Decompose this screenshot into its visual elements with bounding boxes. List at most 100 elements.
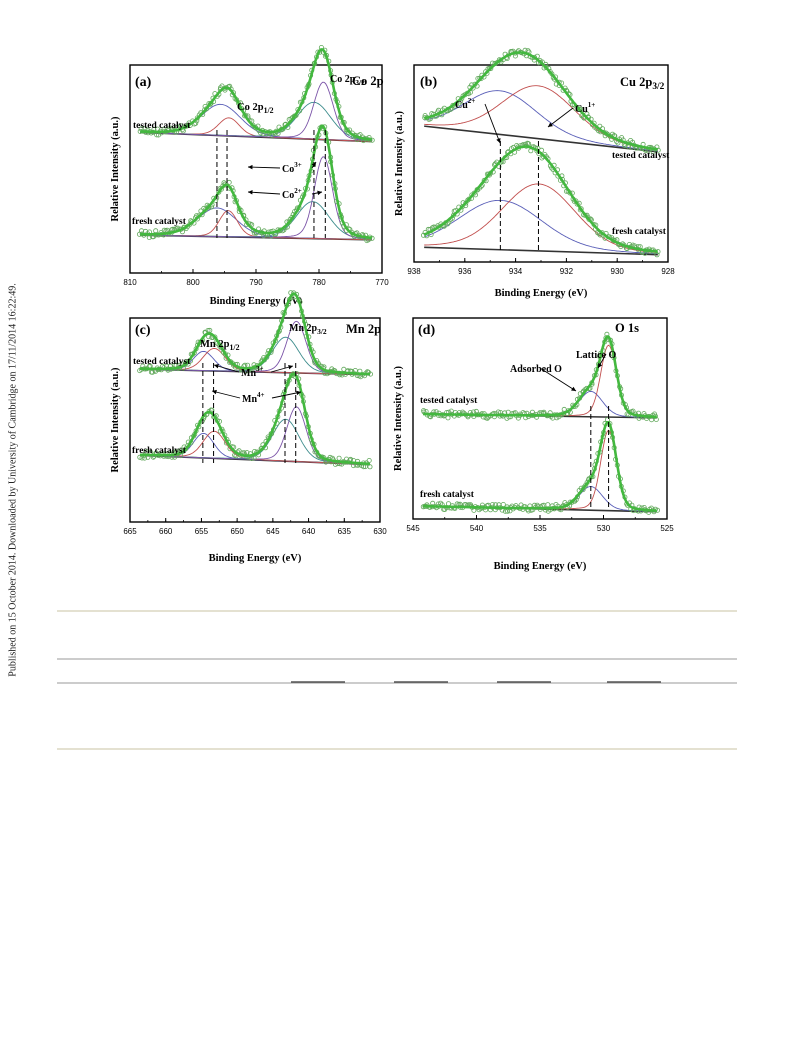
element-title: Mn 2p [346,322,381,336]
species-label: Co3+ [282,161,302,175]
peak-label-right: Mn 2p3/2 [289,323,327,336]
element-title: Cu 2p3/2 [620,75,665,92]
peak-label-left: Mn 2p1/2 [200,339,240,352]
x-tick-label: 810 [123,278,137,287]
data-point [445,501,451,507]
species-label: Mn3+ [241,365,264,379]
x-tick-label: 545 [406,524,420,533]
data-point [336,455,342,461]
panel-letter: (d) [418,323,435,338]
data-point [367,464,373,470]
fit-envelope [140,372,370,466]
component-peak [424,199,658,255]
x-tick-label: 938 [407,267,421,276]
panel-letter: (b) [420,75,437,90]
panel-letter: (c) [135,323,151,338]
x-tick-label: 535 [533,524,547,533]
component-peak [140,156,372,240]
species-label: Lattice O [576,350,616,361]
x-tick-label: 650 [230,527,244,536]
x-tick-label: 645 [266,527,280,536]
fit-envelope [140,124,373,240]
annotation-arrow [547,107,574,128]
x-axis-label: Binding Energy (eV) [495,288,588,299]
fit-envelope [423,145,658,253]
x-tick-label: 640 [302,527,316,536]
arrow-head [248,164,253,170]
arrow-head [311,162,316,167]
peak-label-right: Co 2p3/2 [330,74,365,87]
species-label: Cu1+ [575,101,595,115]
y-axis-label: Relative Intensity (a.u.) [110,116,121,221]
background-line [424,246,658,256]
data-point [466,196,472,202]
data-point [545,502,551,508]
data-point [561,406,567,412]
species-label: Co2+ [282,187,302,201]
series-label: fresh catalyst [420,490,475,500]
arrow-head [548,122,553,127]
arrow-head [317,190,322,196]
fit-envelope [423,335,657,419]
y-axis-label: Relative Intensity (a.u.) [394,111,405,216]
arrow-head [296,390,301,396]
data-point [512,53,518,59]
x-tick-label: 936 [458,267,472,276]
data-point [366,457,372,463]
series-label: fresh catalyst [132,446,187,456]
arrow-head [212,389,217,395]
arrow-head [288,365,293,370]
panel-2: 938 936 934 932 930 928 Binding Energy (eV) Rel… [394,47,675,299]
fit-envelope [140,292,371,376]
panel-frame [412,317,668,520]
data-point [500,501,506,507]
element-title: Co 2p [352,74,384,88]
data-point [226,179,232,185]
species-label: Mn4+ [242,391,265,405]
panel-1: 810 800 790 780 770 Binding Energy (eV) Relati… [110,45,389,307]
species-label: Adsorbed O [510,364,562,375]
x-tick-label: 540 [470,524,484,533]
y-axis-label: Relative Intensity (a.u.) [110,367,121,472]
panel-letter: (a) [135,75,152,90]
series-label: tested catalyst [133,357,191,367]
x-tick-label: 655 [195,527,209,536]
panel-3: 665 660 655 650 645 640 635 630 Binding Energy (… [110,290,387,564]
x-tick-label: 928 [661,267,675,276]
x-tick-label: 790 [249,278,263,287]
arrow-head [496,138,501,143]
component-peak [423,344,657,418]
annotation-arrow [247,166,281,169]
x-tick-label: 780 [312,278,326,287]
series-label: fresh catalyst [132,217,187,227]
species-label: Cu2+ [455,97,475,111]
component-peak [424,90,658,152]
x-tick-label: 635 [338,527,352,536]
panel-frame [129,64,383,274]
panel-4: 545 540 535 530 525 Binding Energy (eV) Relati… [393,317,674,572]
annotation-arrow [211,390,241,399]
arrow-head [598,363,603,368]
x-tick-label: 660 [159,527,173,536]
fit-envelope [140,48,372,141]
x-tick-label: 525 [660,524,674,533]
arrow-head [248,190,253,195]
x-tick-label: 665 [123,527,137,536]
annotation-arrow [539,367,577,392]
x-axis-label: Binding Energy (eV) [210,296,303,307]
x-axis-label: Binding Energy (eV) [494,561,587,572]
x-tick-label: 530 [597,524,611,533]
x-axis-label: Binding Energy (eV) [209,553,302,564]
x-tick-label: 770 [375,278,389,287]
series-label: tested catalyst [133,121,191,131]
series-label: fresh catalyst [612,227,667,237]
panel-frame [129,317,381,523]
data-point [445,415,451,421]
y-axis-label: Relative Intensity (a.u.) [393,366,404,471]
element-title: O 1s [615,321,639,335]
annotation-arrow [247,191,281,195]
background-line [424,125,658,153]
x-tick-label: 630 [373,527,387,536]
x-tick-label: 934 [509,267,523,276]
